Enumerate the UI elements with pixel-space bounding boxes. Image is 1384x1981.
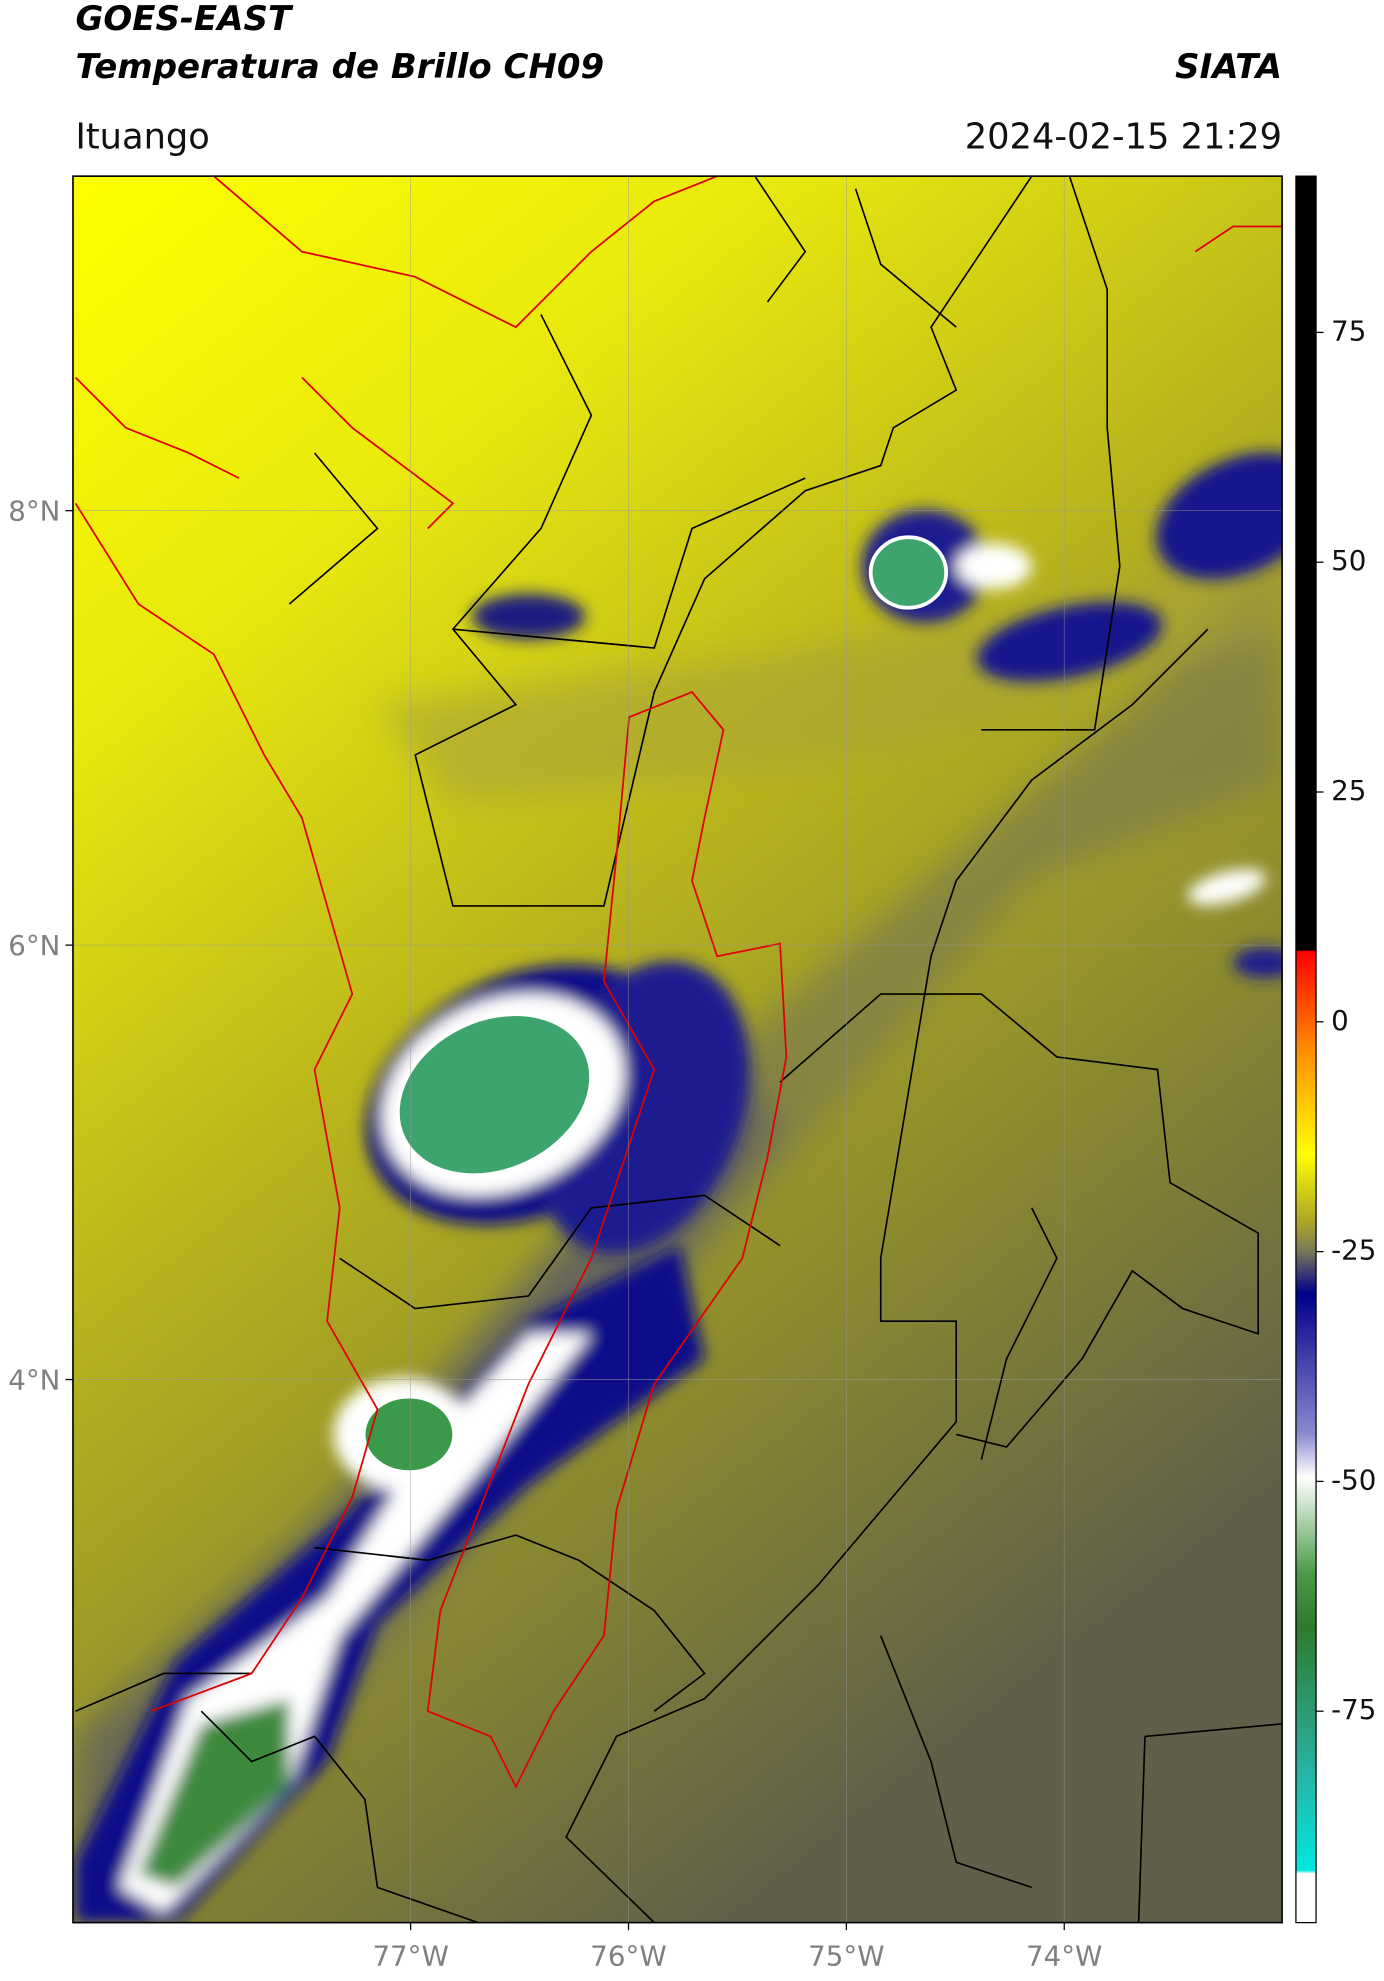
coldest-core xyxy=(395,1012,593,1178)
datetime: 2024-02-15 21:29 xyxy=(965,116,1282,157)
colorbar-label: -50 xyxy=(1331,1463,1376,1496)
colorbar-label: -25 xyxy=(1331,1234,1376,1267)
colorbar-label: 0 xyxy=(1331,1004,1349,1037)
lat-label: 8°N xyxy=(8,495,60,528)
admin-borders xyxy=(75,176,1283,1923)
subtitle: Temperatura de Brillo CH09 xyxy=(75,47,604,87)
location: Ituango xyxy=(75,116,209,157)
colorbar-label: -75 xyxy=(1331,1693,1376,1726)
lat-label: 4°N xyxy=(8,1364,60,1397)
colorbar-label: 25 xyxy=(1331,774,1366,807)
lon-label: 76°W xyxy=(590,1939,666,1972)
title: GOES-EAST xyxy=(75,0,293,39)
map-frame xyxy=(72,175,1283,1924)
coldest-core xyxy=(361,1394,457,1475)
graticule xyxy=(72,176,1283,1923)
axes: 8°N 6°N 4°N 77°W 76°W 75°W 74°W xyxy=(8,495,1102,1973)
source: SIATA xyxy=(1175,47,1282,87)
boundaries xyxy=(74,176,1283,1789)
coldest-core xyxy=(868,535,949,610)
colorbar-label: 75 xyxy=(1331,314,1366,347)
lon-label: 74°W xyxy=(1026,1939,1102,1972)
lon-label: 77°W xyxy=(372,1939,448,1972)
lon-label: 75°W xyxy=(808,1939,884,1972)
colorbar-ticks: 75 50 25 0 -25 -50 -75 xyxy=(1316,314,1376,1726)
map xyxy=(72,176,1283,1923)
colorbar-label: 50 xyxy=(1331,544,1366,577)
lat-label: 6°N xyxy=(8,929,60,962)
colorbar xyxy=(1295,175,1317,1924)
